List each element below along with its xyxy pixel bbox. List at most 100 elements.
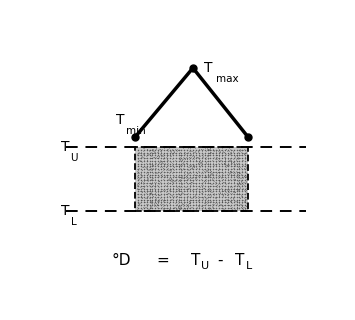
Point — [235, 191, 241, 196]
Point — [193, 201, 198, 206]
Point — [221, 203, 227, 208]
Point — [222, 194, 228, 199]
Point — [233, 177, 238, 182]
Point — [158, 167, 164, 172]
Point — [211, 191, 216, 196]
Point — [226, 152, 232, 157]
Point — [147, 164, 152, 169]
Point — [244, 190, 249, 196]
Point — [149, 196, 155, 201]
Point — [234, 171, 239, 176]
Point — [147, 164, 152, 169]
Point — [219, 169, 225, 174]
Point — [149, 198, 155, 203]
Point — [149, 184, 155, 189]
Point — [206, 180, 212, 185]
Point — [207, 171, 213, 176]
Point — [169, 176, 175, 181]
Point — [136, 201, 141, 206]
Point — [199, 205, 204, 211]
Point — [185, 204, 190, 209]
Point — [175, 198, 181, 203]
Point — [178, 173, 184, 178]
Point — [202, 146, 208, 151]
Point — [151, 203, 157, 208]
Point — [181, 203, 187, 208]
Point — [225, 167, 231, 172]
Point — [188, 180, 194, 185]
Point — [191, 154, 197, 159]
Point — [164, 190, 169, 195]
Point — [153, 189, 158, 195]
Point — [147, 190, 152, 195]
Point — [158, 169, 164, 174]
Point — [158, 153, 164, 158]
Point — [227, 184, 233, 189]
Point — [171, 149, 177, 155]
Point — [222, 147, 228, 152]
Point — [161, 183, 167, 188]
Point — [138, 183, 144, 188]
Point — [165, 172, 171, 178]
Point — [234, 189, 239, 194]
Point — [167, 162, 173, 167]
Point — [169, 147, 174, 152]
Point — [238, 153, 244, 158]
Text: L: L — [71, 217, 76, 227]
Point — [205, 167, 211, 172]
Point — [216, 178, 222, 183]
Point — [181, 166, 187, 172]
Point — [196, 199, 202, 204]
Point — [203, 204, 208, 210]
Point — [137, 156, 143, 161]
Point — [155, 155, 161, 160]
Point — [144, 175, 149, 180]
Point — [173, 197, 179, 203]
Point — [199, 157, 205, 163]
Point — [195, 203, 201, 208]
Point — [172, 200, 178, 205]
Point — [163, 191, 169, 196]
Point — [134, 206, 140, 212]
Point — [160, 204, 165, 209]
Point — [185, 187, 190, 192]
Point — [198, 163, 204, 168]
Point — [224, 172, 230, 177]
Point — [232, 163, 238, 168]
Point — [213, 200, 219, 205]
Point — [200, 152, 206, 157]
Point — [141, 186, 147, 191]
Point — [153, 173, 159, 178]
Point — [149, 197, 154, 202]
Point — [240, 169, 245, 174]
Point — [184, 160, 190, 165]
Point — [149, 164, 155, 169]
Point — [211, 197, 216, 202]
Point — [188, 179, 193, 184]
Point — [147, 172, 152, 177]
Point — [198, 159, 204, 164]
Point — [170, 205, 176, 211]
Point — [224, 147, 229, 152]
Point — [230, 185, 235, 190]
Point — [234, 194, 239, 199]
Point — [218, 169, 224, 174]
Point — [195, 155, 200, 160]
Point — [198, 183, 204, 188]
Point — [212, 161, 218, 166]
Point — [233, 198, 239, 204]
Point — [158, 203, 164, 208]
Point — [135, 167, 141, 172]
Point — [242, 147, 248, 152]
Point — [228, 185, 233, 190]
Point — [146, 196, 152, 201]
Point — [220, 175, 225, 180]
Point — [153, 197, 158, 202]
Point — [147, 169, 152, 174]
Point — [224, 191, 230, 196]
Point — [184, 158, 190, 163]
Point — [157, 158, 163, 164]
Point — [153, 156, 158, 161]
Point — [134, 187, 140, 192]
Point — [217, 166, 223, 172]
